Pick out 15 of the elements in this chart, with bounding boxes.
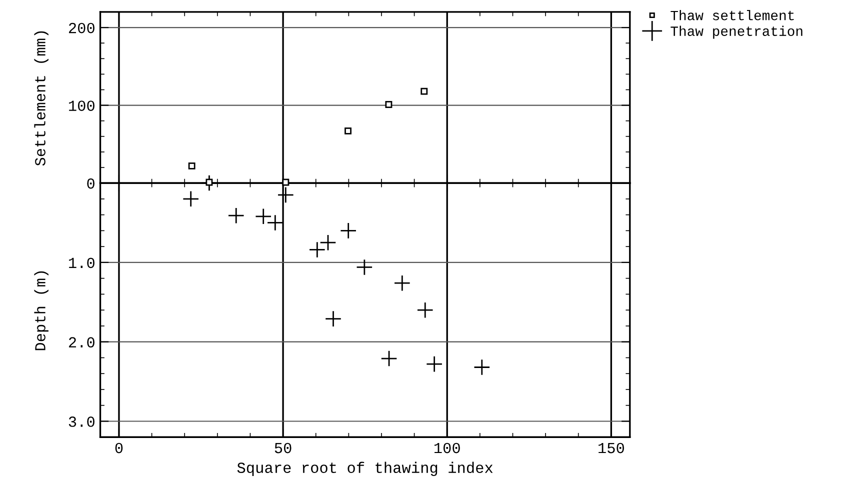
x-tick-label: 100 bbox=[434, 442, 460, 454]
legend-label: Thaw settlement bbox=[670, 10, 794, 20]
x-tick-label: 50 bbox=[274, 442, 292, 454]
y-tick-label: 1.0 bbox=[69, 258, 94, 268]
y-tick-label: 100 bbox=[69, 100, 94, 111]
y-tick-label: 2.0 bbox=[68, 337, 94, 348]
y-tick-label: 200 bbox=[68, 22, 94, 34]
y-tick-label: 0 bbox=[87, 178, 94, 189]
y-tick-label: 3.0 bbox=[68, 416, 94, 427]
y-axis-title: Settlement (mm) bbox=[34, 31, 48, 166]
x-tick-label: 150 bbox=[598, 442, 624, 454]
x-tick-label: 0 bbox=[115, 442, 123, 454]
legend-label: Thaw penetration bbox=[670, 26, 802, 39]
y-axis-title: Depth (m) bbox=[34, 271, 48, 350]
x-axis-title: Square root of thawing index bbox=[237, 462, 493, 476]
